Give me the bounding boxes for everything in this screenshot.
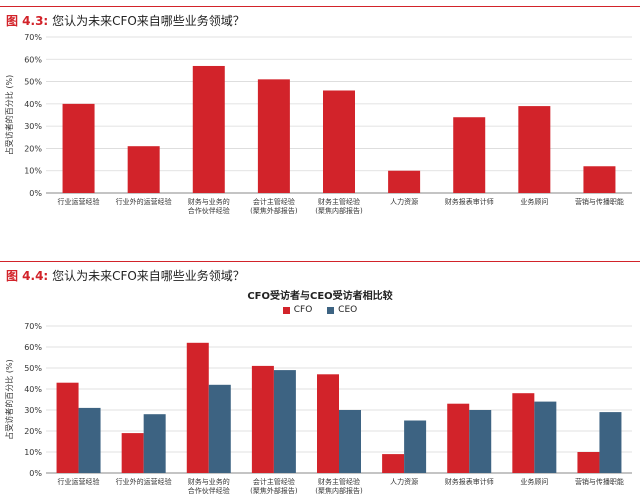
figure-top-rule [0, 6, 640, 7]
chart1-category-label: 行业运营经验 [58, 197, 100, 206]
chart1-bar-value [583, 166, 616, 193]
chart1-y-tick-label: 50% [24, 78, 42, 87]
figure-separator-rule [0, 261, 640, 262]
chart2-category-label: 财务主管经验 [318, 477, 360, 486]
figure-1-title: 图 4.3: 您认为未来CFO来自哪些业务领域？ [6, 12, 245, 29]
chart1-category-label: 财务与业务的 [188, 197, 230, 206]
chart1-y-axis-label: 占受访者的百分比 (%) [4, 75, 14, 155]
chart1-y-tick-label: 70% [24, 33, 42, 42]
chart2-y-axis-label: 占受访者的百分比 (%) [4, 359, 14, 439]
chart2-bar-ceo [404, 420, 427, 473]
chart1-category-label: 财务报表审计师 [445, 197, 494, 206]
chart1-y-tick-label: 40% [24, 100, 42, 109]
figure-2-text: 您认为未来CFO来自哪些业务领域？ [52, 269, 245, 283]
chart2-category-label: 行业外的运营经验 [116, 477, 172, 486]
chart1-bar-value [192, 65, 225, 193]
chart1-y-tick-label: 60% [24, 55, 42, 64]
chart2-category-label: 财务报表审计师 [445, 477, 494, 486]
chart2-bar-ceo [273, 370, 296, 473]
chart2-y-tick-label: 50% [24, 364, 42, 373]
chart2-bar-cfo [577, 452, 600, 473]
chart2-bar-cfo [317, 374, 339, 473]
chart2-category-label: 合作伙伴经验 [188, 486, 230, 495]
chart1-category-label: 合作伙伴经验 [188, 206, 230, 215]
chart1-bar-value [388, 170, 421, 193]
chart2-bar-cfo [121, 433, 144, 473]
chart2-y-tick-label: 20% [24, 427, 42, 436]
chart1-bar-value [257, 79, 290, 193]
chart-2-legend: CFO CEO [0, 305, 640, 317]
chart2-y-tick-label: 70% [24, 322, 42, 331]
chart1-y-tick-label: 30% [24, 122, 42, 131]
chart2-y-tick-label: 40% [24, 385, 42, 394]
chart1-category-label: 业务顾问 [520, 197, 548, 206]
chart2-bar-ceo [534, 401, 557, 473]
chart2-category-label: 人力资源 [390, 477, 418, 486]
chart-2-subtitle: CFO受访者与CEO受访者相比较 [247, 291, 393, 302]
chart2-bar-ceo [208, 384, 231, 473]
figure-1-text: 您认为未来CFO来自哪些业务领域？ [52, 14, 245, 28]
legend-swatch-cfo [282, 306, 290, 314]
chart1-bar-value [453, 117, 486, 193]
chart2-y-tick-label: 10% [24, 448, 42, 457]
chart2-y-tick-label: 0% [29, 469, 42, 478]
chart2-bar-cfo [382, 454, 405, 473]
chart2-category-label: (聚焦内部报告) [315, 486, 363, 495]
chart1-bar-value [62, 103, 95, 193]
chart1-y-tick-label: 20% [24, 144, 42, 153]
chart2-y-tick-label: 30% [24, 406, 42, 415]
legend-swatch-ceo [327, 306, 335, 314]
legend-item-ceo: CEO [327, 305, 357, 315]
chart2-category-label: 营销与传播职能 [575, 477, 624, 486]
chart1-y-tick-label: 10% [24, 167, 42, 176]
chart1-bar-value [127, 146, 160, 193]
legend-label-cfo: CFO [293, 305, 313, 315]
chart2-bar-ceo [599, 412, 622, 473]
chart2-bar-ceo [339, 410, 361, 473]
chart2-category-label: 业务顾问 [520, 477, 548, 486]
chart2-category-label: 会计主管经验 [253, 477, 295, 486]
chart1-bar-value [323, 90, 355, 193]
chart2-category-label: 财务与业务的 [188, 477, 230, 486]
chart2-bar-cfo [56, 382, 79, 473]
chart2-bar-ceo [143, 414, 166, 473]
figure-2-title: 图 4.4: 您认为未来CFO来自哪些业务领域？ [6, 267, 245, 284]
chart2-bar-cfo [512, 393, 535, 473]
chart2-category-label: (聚焦外部报告) [250, 486, 298, 495]
chart1-category-label: 营销与传播职能 [575, 197, 624, 206]
legend-label-ceo: CEO [338, 305, 358, 315]
chart2-bar-ceo [469, 410, 492, 473]
bar-chart-figure-4-3: 0% 10% 20% 30% 40% 50% 60% 70% 占受访者的百分比 (%) 行业运营经… [4, 33, 632, 215]
chart2-y-tick-label: 60% [24, 343, 42, 352]
chart1-category-label: 财务主管经验 [318, 197, 360, 206]
chart2-bar-cfo [251, 365, 274, 473]
chart2-bar-cfo [447, 403, 470, 473]
figure-2-number: 图 4.4: [6, 269, 49, 283]
figure-1-number: 图 4.3: [6, 14, 49, 28]
chart1-category-label: 会计主管经验 [253, 197, 295, 206]
chart2-category-label: 行业运营经验 [58, 477, 100, 486]
chart1-y-tick-label: 0% [29, 189, 42, 198]
chart1-category-label: 人力资源 [390, 197, 418, 206]
bar-chart-figure-4-4: 0% 10% 20% 30% 40% 50% 60% 70% 占受访者的百分比 (%) 行业运营经… [4, 322, 632, 495]
legend-item-cfo: CFO [282, 305, 313, 315]
chart1-bar-value [518, 106, 551, 193]
chart1-category-label: 行业外的运营经验 [116, 197, 172, 206]
chart1-category-label: (聚焦内部报告) [315, 206, 363, 215]
chart2-bar-cfo [186, 342, 209, 473]
chart2-bar-ceo [78, 407, 101, 473]
chart1-category-label: (聚焦外部报告) [250, 206, 298, 215]
